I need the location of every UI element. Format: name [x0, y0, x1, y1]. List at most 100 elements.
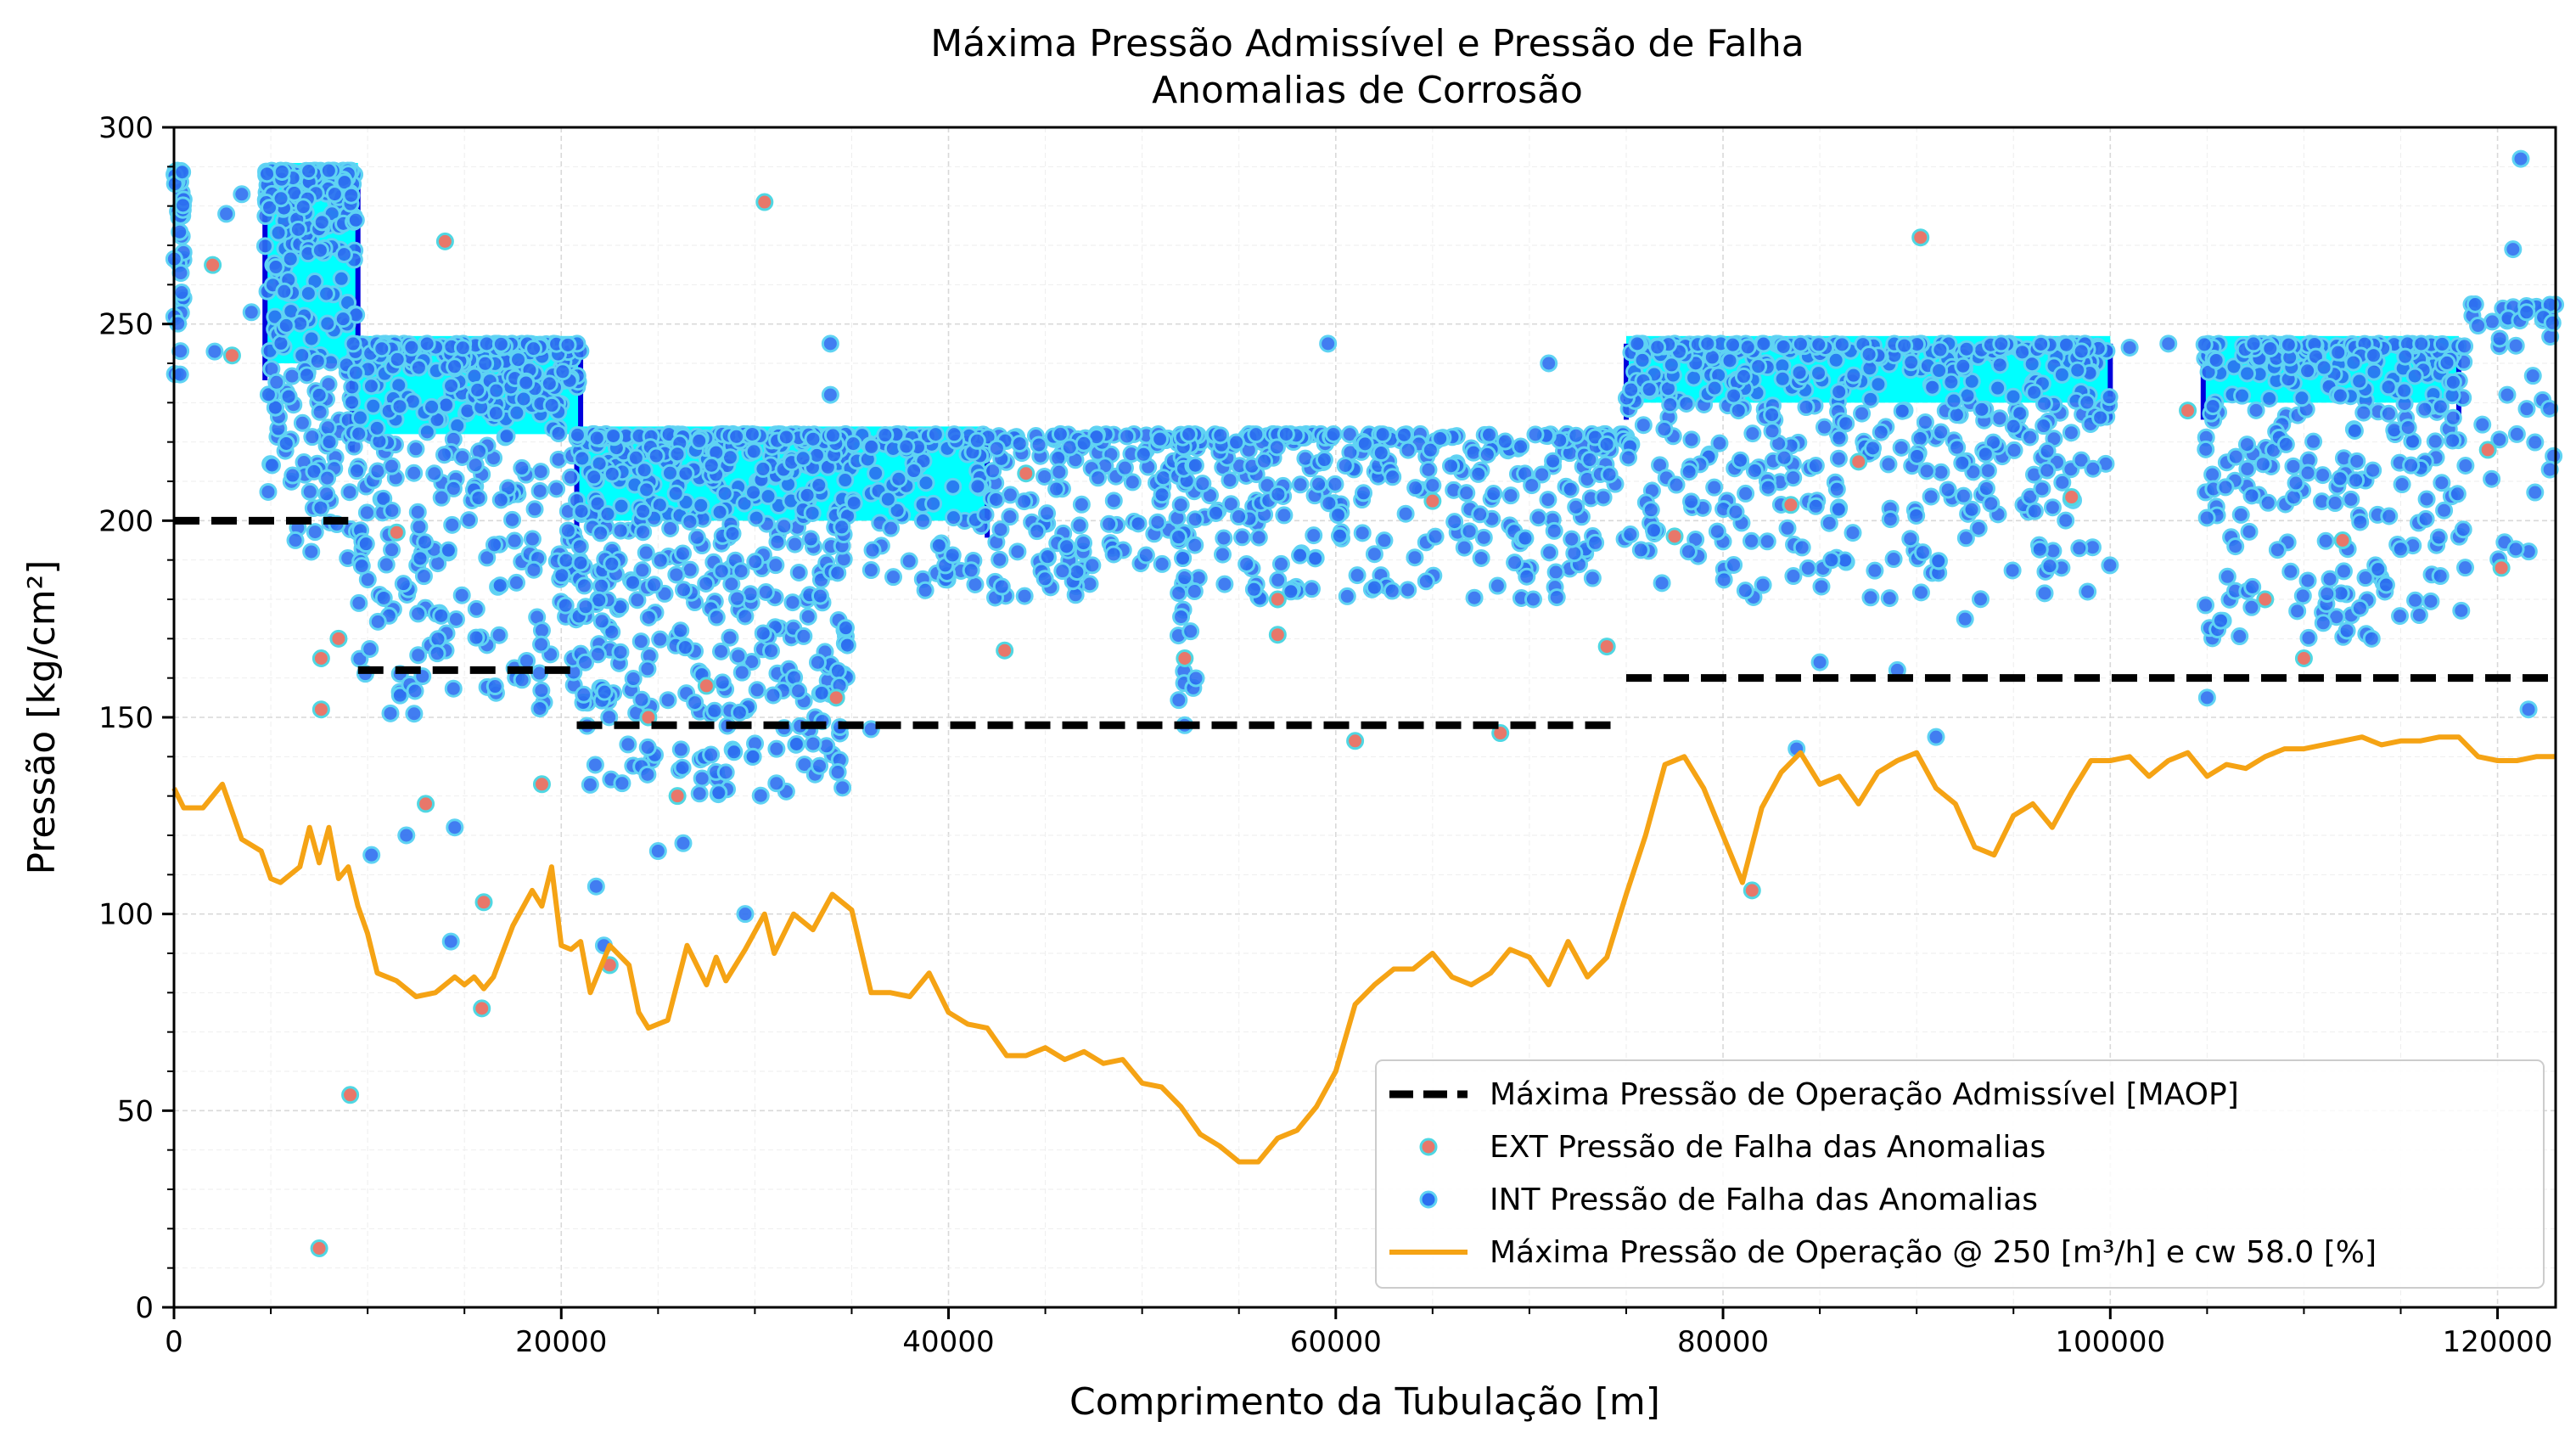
int-point: [1426, 527, 1445, 546]
int-point: [485, 536, 503, 554]
int-point: [1667, 475, 1686, 494]
int-point: [491, 576, 509, 595]
int-point: [446, 818, 464, 837]
int-point: [1738, 338, 1757, 357]
int-point: [467, 599, 485, 618]
int-point: [651, 630, 670, 649]
int-point: [2038, 441, 2057, 460]
x-tick-label: 60000: [1290, 1325, 1382, 1359]
ext-point: [1665, 527, 1684, 546]
int-point: [478, 548, 497, 567]
int-point: [1754, 576, 1772, 594]
int-point: [173, 163, 192, 182]
int-point: [2326, 494, 2344, 513]
int-point: [1784, 567, 1803, 586]
int-point: [1872, 423, 1890, 441]
int-point: [690, 431, 709, 450]
int-point: [1893, 402, 1911, 420]
ext-point: [1911, 228, 1930, 247]
int-point: [279, 387, 298, 406]
int-point: [2195, 335, 2214, 354]
int-point: [2226, 447, 2245, 466]
int-point: [845, 494, 863, 513]
int-point: [1529, 508, 1548, 527]
int-point: [1634, 416, 1653, 435]
int-point: [1731, 451, 1749, 469]
int-point: [350, 593, 368, 612]
ext-point: [1017, 464, 1035, 483]
int-point: [1977, 479, 1995, 497]
axis-ticks: 0 20000 40000 60000 80000 100000 120000 0 50 100 1…: [98, 111, 2552, 1359]
int-point: [397, 826, 416, 845]
int-point: [1075, 434, 1093, 452]
grid: [173, 126, 2556, 1308]
int-point: [2091, 408, 2110, 427]
int-point: [1930, 362, 1949, 380]
int-point: [542, 396, 561, 414]
int-point: [1962, 500, 1981, 519]
int-point: [2231, 505, 2250, 524]
int-point: [2253, 455, 2272, 474]
int-point: [586, 877, 605, 896]
int-point: [283, 466, 302, 485]
int-point: [987, 490, 1006, 508]
int-point: [1060, 438, 1079, 457]
int-point: [811, 756, 829, 775]
int-point: [1567, 497, 1585, 516]
int-point: [634, 523, 653, 542]
int-point: [1471, 505, 1490, 524]
int-point: [2057, 335, 2076, 354]
int-point: [821, 385, 839, 404]
y-tick-label: 0: [135, 1291, 154, 1325]
int-point: [878, 490, 897, 508]
int-point: [1682, 430, 1701, 449]
int-point: [259, 482, 278, 501]
int-point: [525, 560, 543, 579]
int-point: [2084, 459, 2102, 478]
int-point: [1698, 334, 1717, 353]
int-point: [343, 393, 362, 412]
int-point: [2030, 540, 2049, 559]
int-point: [406, 682, 424, 700]
int-point: [558, 335, 577, 354]
int-point: [437, 396, 456, 414]
int-point: [549, 424, 568, 443]
int-point: [1734, 367, 1753, 385]
int-point: [1631, 541, 1650, 559]
int-point: [2377, 576, 2395, 594]
int-point: [409, 646, 428, 665]
int-point: [592, 612, 611, 631]
int-point: [205, 342, 224, 361]
int-point: [2288, 602, 2307, 621]
int-point: [2299, 628, 2318, 647]
int-point: [611, 521, 630, 540]
int-point: [1829, 449, 1848, 468]
int-point: [810, 476, 828, 495]
int-point: [1913, 543, 1932, 562]
int-point: [2261, 340, 2280, 358]
int-point: [486, 404, 505, 423]
int-point: [2379, 378, 2398, 396]
int-point: [513, 458, 531, 477]
ext-point: [2478, 441, 2497, 459]
int-point: [716, 484, 734, 503]
int-point: [1417, 572, 1435, 591]
int-point: [598, 505, 617, 524]
int-point: [647, 447, 665, 465]
int-point: [1533, 465, 1552, 484]
int-point: [1396, 504, 1415, 523]
int-point: [1172, 608, 1191, 626]
int-point: [666, 484, 685, 503]
int-point: [744, 747, 762, 766]
int-point: [761, 642, 780, 660]
int-point: [1526, 425, 1545, 444]
int-point: [674, 834, 693, 852]
x-tick-label: 20000: [515, 1325, 607, 1359]
int-point: [2025, 383, 2044, 402]
ext-point: [1268, 590, 1287, 609]
int-point: [319, 161, 338, 180]
int-point: [1956, 529, 1975, 548]
int-point: [926, 425, 945, 444]
int-point: [2040, 557, 2059, 576]
int-point: [2543, 313, 2562, 332]
